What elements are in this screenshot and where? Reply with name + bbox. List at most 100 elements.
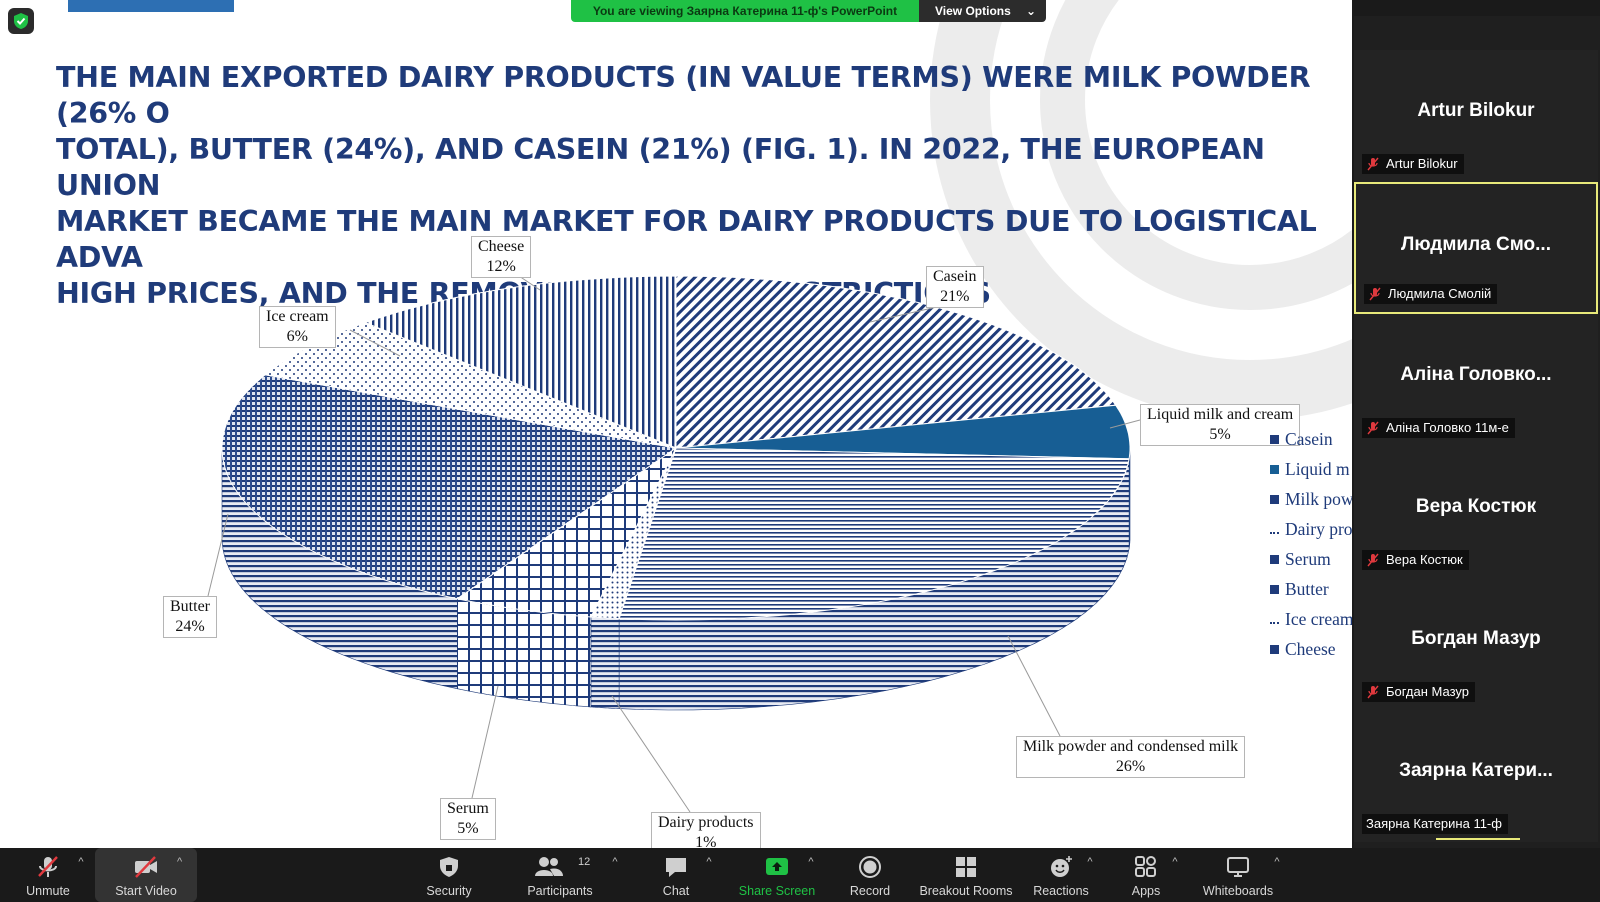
callout-percent-label: 21% <box>940 288 970 305</box>
participant-tile[interactable]: Аліна Головко... Аліна Головко 11м-е <box>1354 314 1598 446</box>
legend-swatch <box>1270 615 1279 624</box>
participant-label-text: Artur Bilokur <box>1386 156 1458 171</box>
participants-label: Participants <box>527 884 593 898</box>
legend-item: Dairy pro <box>1270 514 1352 544</box>
legend-item: Milk pow <box>1270 484 1352 514</box>
callout-milk-powder-and-condensed-milk: Milk powder and condensed milk 26% <box>1016 736 1246 778</box>
breakout-rooms-icon <box>956 857 976 877</box>
whiteboards-label: Whiteboards <box>1202 884 1274 898</box>
callout-category-label: Serum <box>447 800 489 817</box>
audio-options-caret[interactable]: ^ <box>74 848 88 902</box>
callout-dairy-products: Dairy products 1% <box>651 812 761 848</box>
legend-label: Ice cream <box>1285 608 1352 629</box>
participants-icon <box>534 857 563 876</box>
participant-label-text: Аліна Головко 11м-е <box>1386 420 1509 435</box>
share-screen-icon <box>766 858 788 875</box>
view-options-label: View Options <box>935 4 1011 18</box>
viewing-banner-text: You are viewing Заярна Катерина 11-ф's P… <box>571 0 919 22</box>
reactions-options-caret[interactable]: ^ <box>1083 848 1097 902</box>
apps-options-caret[interactable]: ^ <box>1168 848 1182 902</box>
legend-item: Serum <box>1270 544 1352 574</box>
share-options-caret[interactable]: ^ <box>804 848 818 902</box>
callout-percent-label: 6% <box>286 328 308 345</box>
security-label: Security <box>426 884 472 898</box>
reactions-button[interactable]: Reactions <box>1030 848 1092 902</box>
chevron-up-icon: ^ <box>612 856 618 868</box>
security-button[interactable]: Security <box>418 848 480 902</box>
callout-ice-cream: Ice cream 6% <box>259 306 336 348</box>
participants-gallery: Artur Bilokur Artur Bilokur Людмила Смо...… <box>1354 16 1600 860</box>
chevron-up-icon: ^ <box>706 856 712 868</box>
chat-bubble-icon <box>666 858 686 877</box>
chevron-up-icon: ^ <box>78 856 84 868</box>
legend-swatch <box>1270 464 1279 474</box>
legend-swatch <box>1270 644 1279 654</box>
whiteboards-options-caret[interactable]: ^ <box>1270 848 1284 902</box>
chevron-down-icon: ⌄ <box>1025 4 1036 18</box>
chevron-up-icon[interactable]: ^ <box>177 856 183 868</box>
chat-options-caret[interactable]: ^ <box>702 848 716 902</box>
chat-label: Chat <box>662 884 690 898</box>
callout-category-label: Milk powder and condensed milk <box>1023 738 1239 755</box>
viewing-banner: You are viewing Заярна Катерина 11-ф's P… <box>571 0 1046 22</box>
participant-tile[interactable]: Вера Костюк Вера Костюк <box>1354 446 1598 578</box>
participant-name-label: Заярна Катерина 11-ф <box>1362 814 1508 834</box>
participant-name-label: Аліна Головко 11м-е <box>1362 418 1515 438</box>
legend-item: Ice cream <box>1270 604 1352 634</box>
pie-slice-liquid-milk-and-cream <box>675 404 1131 460</box>
participant-label-text: Заярна Катерина 11-ф <box>1366 816 1502 831</box>
callout-percent-label: 5% <box>457 820 479 837</box>
record-button[interactable]: Record <box>843 848 897 902</box>
callout-leader-milk-powder-and-condensed-milk <box>1007 635 1061 737</box>
legend-item: Liquid m <box>1270 454 1352 484</box>
participant-display-name: Богдан Мазур <box>1411 628 1541 649</box>
callout-category-label: Butter <box>170 598 210 615</box>
participant-name-label: Людмила Смолій <box>1364 284 1498 304</box>
pie-slice-cheese <box>363 275 677 449</box>
legend-label: Liquid m <box>1285 458 1350 479</box>
chat-button[interactable]: Chat <box>656 848 696 902</box>
speaking-indicator <box>1436 838 1520 840</box>
unmute-button[interactable]: Unmute <box>18 848 78 902</box>
apps-icon <box>1135 856 1156 877</box>
callout-leader-serum <box>471 685 499 799</box>
participants-options-caret[interactable]: ^ <box>608 848 622 902</box>
participant-name-label: Вера Костюк <box>1362 550 1469 570</box>
record-label: Record <box>849 884 891 898</box>
callout-leader-dairy-products <box>611 695 691 813</box>
participant-display-name: Вера Костюк <box>1415 496 1537 517</box>
callout-casein: Casein 21% <box>926 266 984 308</box>
legend-swatch <box>1270 554 1279 564</box>
participant-display-name: Заярна Катери... <box>1399 760 1553 781</box>
participant-tile[interactable]: Богдан Мазур Богдан Мазур <box>1354 578 1598 710</box>
participant-tile[interactable]: Людмила Смо... Людмила Смолій <box>1354 182 1598 314</box>
muted-mic-icon <box>1367 553 1379 567</box>
participant-tile[interactable]: Artur Bilokur Artur Bilokur <box>1354 50 1598 182</box>
start-video-button[interactable]: Start Video ^ <box>95 848 197 902</box>
legend-label: Butter <box>1285 578 1329 599</box>
muted-mic-icon <box>1367 421 1379 435</box>
view-options-button[interactable]: View Options ⌄ <box>919 0 1046 22</box>
shared-slide: THE MAIN EXPORTED DAIRY PRODUCTS (IN VAL… <box>0 0 1352 848</box>
legend-item: Casein <box>1270 424 1352 454</box>
whiteboard-icon <box>1227 857 1249 877</box>
chevron-up-icon: ^ <box>1274 856 1280 868</box>
callout-serum: Serum 5% <box>440 798 496 840</box>
muted-mic-icon <box>1367 157 1379 171</box>
encryption-shield-icon[interactable] <box>8 8 34 34</box>
legend-item: Cheese <box>1270 634 1352 664</box>
participant-label-text: Людмила Смолій <box>1388 286 1492 301</box>
callout-category-label: Liquid milk and cream <box>1147 406 1294 423</box>
chevron-up-icon: ^ <box>1172 856 1178 868</box>
participants-button[interactable]: 12 Participants <box>520 848 600 902</box>
callout-percent-label: 26% <box>1115 758 1146 775</box>
breakout-rooms-button[interactable]: Breakout Rooms <box>914 848 1018 902</box>
participant-tile[interactable]: Заярна Катери... Заярна Катерина 11-ф <box>1354 710 1598 842</box>
pie-slice-serum <box>456 447 677 618</box>
whiteboards-button[interactable]: Whiteboards <box>1198 848 1278 902</box>
share-screen-button[interactable]: Share Screen <box>733 848 821 902</box>
apps-button[interactable]: Apps <box>1128 848 1164 902</box>
callout-butter: Butter 24% <box>163 596 217 638</box>
slide-accent-bar <box>68 0 234 12</box>
participant-display-name: Людмила Смо... <box>1401 234 1551 255</box>
